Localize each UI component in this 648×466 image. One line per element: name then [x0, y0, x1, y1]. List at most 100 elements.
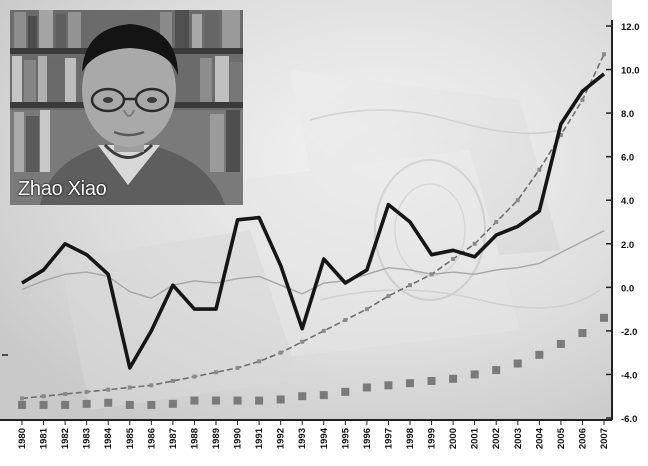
data-point	[127, 385, 132, 390]
x-tick-label: 1998	[405, 428, 416, 449]
data-point	[602, 52, 606, 57]
y-tick-label: 0.0	[621, 283, 634, 294]
x-tick-label: 1981	[39, 427, 50, 449]
series-dashed-line-small-markers	[20, 52, 606, 401]
x-tick-label: 2005	[556, 427, 567, 449]
series-layer	[18, 52, 608, 409]
x-tick-label: 1984	[103, 427, 114, 449]
data-point	[386, 294, 391, 299]
series-line	[21, 53, 605, 400]
series-line	[21, 72, 606, 370]
data-point	[168, 399, 177, 408]
data-point	[494, 220, 499, 224]
portrait-image	[10, 10, 243, 205]
y-tick-label: 2.0	[621, 240, 634, 251]
data-point	[276, 395, 285, 404]
y-tick-label: -2.0	[621, 327, 637, 338]
data-point	[580, 98, 585, 103]
data-point	[84, 389, 89, 394]
data-point	[578, 329, 587, 338]
x-tick-label: 1996	[362, 428, 373, 449]
data-point	[257, 359, 262, 364]
data-point	[125, 400, 134, 409]
data-point	[63, 392, 68, 397]
data-point	[61, 400, 70, 409]
y-tick-label: -4.0	[621, 370, 637, 381]
data-point	[82, 399, 91, 408]
data-point	[255, 396, 264, 405]
data-point	[41, 394, 46, 399]
x-tick-label: 1991	[254, 427, 265, 449]
data-point	[18, 400, 26, 409]
x-tick-label: 1994	[319, 427, 330, 449]
y-tick-label: 10.0	[621, 66, 640, 77]
series-thick-black-line	[21, 72, 606, 370]
x-tick-label: 1995	[340, 427, 351, 449]
x-tick-label: 1980	[17, 428, 28, 449]
y-tick-label: 8.0	[621, 109, 634, 120]
data-point	[451, 257, 456, 262]
data-point	[362, 383, 371, 392]
data-point	[492, 366, 501, 375]
x-tick-label: 1987	[168, 428, 179, 449]
data-point	[319, 391, 328, 400]
data-point	[300, 339, 305, 344]
portrait-photo	[10, 10, 243, 205]
data-point	[190, 396, 199, 405]
x-tick-label: 1983	[82, 428, 93, 449]
data-point	[429, 272, 434, 277]
x-tick-label: 1988	[189, 428, 200, 449]
data-point	[513, 359, 522, 368]
data-point	[235, 365, 240, 370]
data-point	[192, 374, 197, 379]
x-tick-label: 1989	[211, 428, 222, 449]
data-point	[470, 370, 479, 379]
data-point	[558, 132, 563, 137]
x-tick-label: 2001	[470, 427, 481, 449]
data-point	[341, 387, 350, 396]
x-tick-label: 1997	[383, 428, 394, 449]
y-tick-label: -6.0	[621, 414, 637, 425]
data-point	[472, 241, 477, 246]
x-tick-label: 2002	[491, 428, 502, 449]
data-point	[147, 400, 156, 409]
y-axis-ticks: 12.0 10.0 8.0 6.0 4.0 2.0 0.0 -2.0 -4.0 -6.0	[606, 22, 640, 425]
x-tick-label: 2004	[534, 427, 545, 449]
x-tick-label: 1992	[276, 428, 287, 449]
data-point	[39, 400, 48, 409]
data-point	[537, 167, 542, 172]
data-point	[321, 328, 326, 333]
data-point	[149, 383, 154, 388]
data-point	[449, 374, 458, 383]
data-point	[233, 396, 242, 405]
x-tick-label: 2006	[577, 428, 588, 449]
data-point	[170, 378, 175, 383]
data-point	[408, 283, 412, 288]
person-icon	[40, 24, 225, 205]
data-point	[106, 387, 111, 392]
data-point	[515, 198, 520, 203]
x-tick-label: 1999	[427, 428, 438, 449]
data-point	[406, 379, 414, 388]
data-point	[535, 350, 544, 359]
data-point	[104, 398, 113, 407]
data-point	[384, 381, 393, 390]
x-tick-label: 2003	[513, 428, 524, 449]
series-square-markers	[18, 313, 608, 409]
data-point	[278, 350, 283, 355]
data-point	[343, 318, 348, 322]
x-tick-label: 2000	[448, 428, 459, 449]
x-tick-label: 1986	[146, 428, 157, 449]
data-point	[600, 313, 608, 322]
x-tick-label: 2007	[599, 428, 610, 449]
data-point	[20, 396, 24, 401]
x-tick-label: 1982	[60, 428, 71, 449]
data-point	[212, 396, 220, 405]
x-axis-ticks: 1980 1981 1982 1983 1984 1985 1986 1987 1988 1989…	[17, 420, 610, 449]
data-point	[556, 339, 565, 348]
data-point	[427, 376, 436, 385]
x-tick-label: 1993	[297, 428, 308, 449]
x-tick-label: 1990	[233, 428, 244, 449]
